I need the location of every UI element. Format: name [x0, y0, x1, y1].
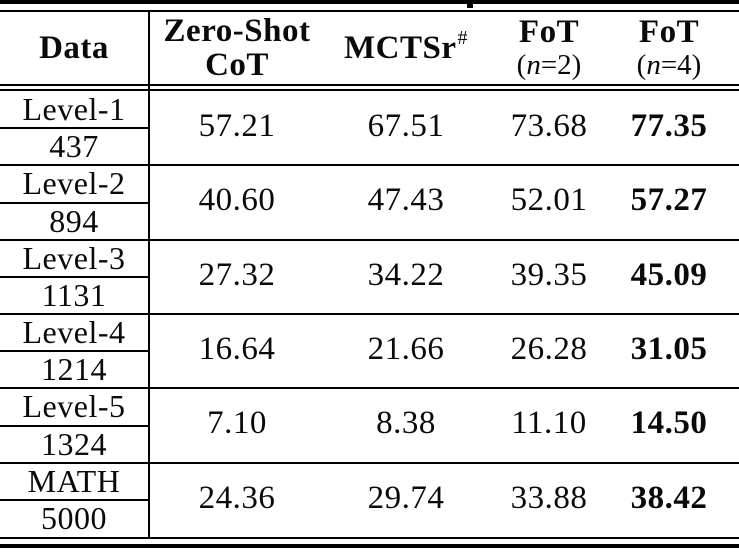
count-label: 437 [49, 128, 99, 164]
row-divider [0, 387, 739, 389]
value-zero-shot-cot: 27.32 [198, 256, 276, 293]
value-mctsr: 47.43 [367, 182, 445, 218]
level-cell: Level-3 [0, 240, 148, 277]
mctsr-label: MCTSr# [344, 28, 468, 66]
col-header-fot-n4: FoT (n=4) [610, 12, 728, 84]
value-fot-n2: 73.68 [510, 107, 588, 144]
value-fot-n4: 38.42 [630, 479, 708, 516]
data-cell-divider [0, 350, 148, 352]
value-zero-shot-cot: 57.21 [198, 107, 276, 144]
data-cell-divider [0, 201, 148, 204]
count-cell: 1131 [0, 277, 148, 314]
value-fot-n4: 57.27 [630, 182, 708, 218]
value-zero-shot-cot: 40.60 [198, 182, 276, 218]
value-fot-n4: 31.05 [630, 330, 708, 367]
top-thin-rule [0, 10, 739, 12]
header-double-rule-lower [0, 89, 739, 91]
count-label: 5000 [41, 500, 107, 536]
level-label: Level-1 [22, 91, 126, 127]
caption-descender-artifact [467, 3, 473, 8]
data-cell-divider [0, 424, 148, 427]
value-fot-n4: 77.35 [630, 107, 708, 144]
value-mctsr: 29.74 [367, 479, 445, 516]
value-fot-n2: 39.35 [510, 256, 588, 293]
table-row-level-3: Level-3 1131 27.32 34.22 39.35 45.09 [0, 240, 739, 314]
header-double-rule-upper [0, 84, 739, 86]
n-value: =2) [540, 49, 582, 81]
count-cell: 5000 [0, 500, 148, 537]
fot-n4-line2: (n=4) [637, 49, 702, 81]
value-fot-n2: 33.88 [510, 479, 588, 516]
math-var-n: n [646, 49, 661, 81]
table-row-level-4: Level-4 1214 16.64 21.66 26.28 31.05 [0, 314, 739, 388]
zero-shot-line2: CoT [205, 47, 269, 83]
math-var-n: n [526, 49, 541, 81]
data-cell-divider [0, 276, 148, 278]
table-row-level-1: Level-1 437 57.21 67.51 73.68 77.35 [0, 91, 739, 165]
level-label: Level-5 [22, 388, 126, 425]
table-row-level-2: Level-2 894 40.60 47.43 52.01 57.27 [0, 165, 739, 240]
count-label: 894 [49, 202, 99, 239]
count-label: 1131 [41, 277, 107, 313]
count-cell: 1214 [0, 351, 148, 388]
level-label: Level-3 [22, 240, 126, 276]
value-zero-shot-cot: 7.10 [207, 405, 267, 441]
col-header-fot-n2: FoT (n=2) [488, 12, 610, 84]
row-divider [0, 462, 739, 464]
level-label: Level-4 [22, 314, 126, 350]
row-divider [0, 313, 739, 315]
value-fot-n4: 14.50 [630, 405, 708, 441]
paren-open: ( [636, 49, 647, 81]
bottom-thin-rule [0, 537, 739, 539]
count-cell: 1324 [0, 426, 148, 464]
table-row-level-5: Level-5 1324 7.10 8.38 11.10 14.50 [0, 388, 739, 463]
col-header-mctsr: MCTSr# [324, 12, 488, 84]
value-fot-n2: 52.01 [510, 182, 588, 218]
data-cell-divider [0, 127, 148, 129]
count-cell: 437 [0, 128, 148, 165]
fot-n2-line1: FoT [518, 14, 580, 50]
level-label: MATH [27, 463, 121, 499]
level-cell: MATH [0, 463, 148, 500]
value-zero-shot-cot: 16.64 [198, 330, 276, 367]
count-label: 1214 [41, 351, 107, 387]
paren-open: ( [516, 49, 527, 81]
data-cell-divider [0, 499, 148, 501]
n-value: =4) [660, 49, 702, 81]
row-divider [0, 164, 739, 166]
value-mctsr: 8.38 [376, 405, 436, 441]
mctsr-superscript: # [457, 27, 468, 49]
count-label: 1324 [41, 425, 107, 462]
zero-shot-line1: Zero-Shot [163, 13, 311, 49]
value-fot-n2: 26.28 [510, 330, 588, 367]
col-header-data: Data [0, 12, 148, 84]
col-header-zero-shot-cot: Zero-Shot CoT [150, 12, 324, 84]
level-cell: Level-4 [0, 314, 148, 351]
level-label: Level-2 [22, 165, 126, 202]
level-cell: Level-5 [0, 388, 148, 426]
level-cell: Level-2 [0, 165, 148, 203]
value-fot-n2: 11.10 [511, 405, 587, 441]
level-cell: Level-1 [0, 91, 148, 128]
bottom-thick-rule [0, 544, 739, 548]
value-fot-n4: 45.09 [630, 256, 708, 293]
col-header-data-label: Data [39, 30, 109, 66]
row-divider [0, 239, 739, 241]
fot-n4-line1: FoT [638, 14, 700, 50]
value-mctsr: 21.66 [367, 330, 445, 367]
column-separator-rule [148, 10, 150, 539]
count-cell: 894 [0, 203, 148, 241]
top-thick-rule [0, 0, 739, 4]
value-mctsr: 34.22 [367, 256, 445, 293]
mctsr-name: MCTSr [344, 30, 457, 66]
value-mctsr: 67.51 [367, 107, 445, 144]
fot-n2-line2: (n=2) [517, 49, 582, 81]
table-row-math-5000: MATH 5000 24.36 29.74 33.88 38.42 [0, 463, 739, 537]
value-zero-shot-cot: 24.36 [198, 479, 276, 516]
